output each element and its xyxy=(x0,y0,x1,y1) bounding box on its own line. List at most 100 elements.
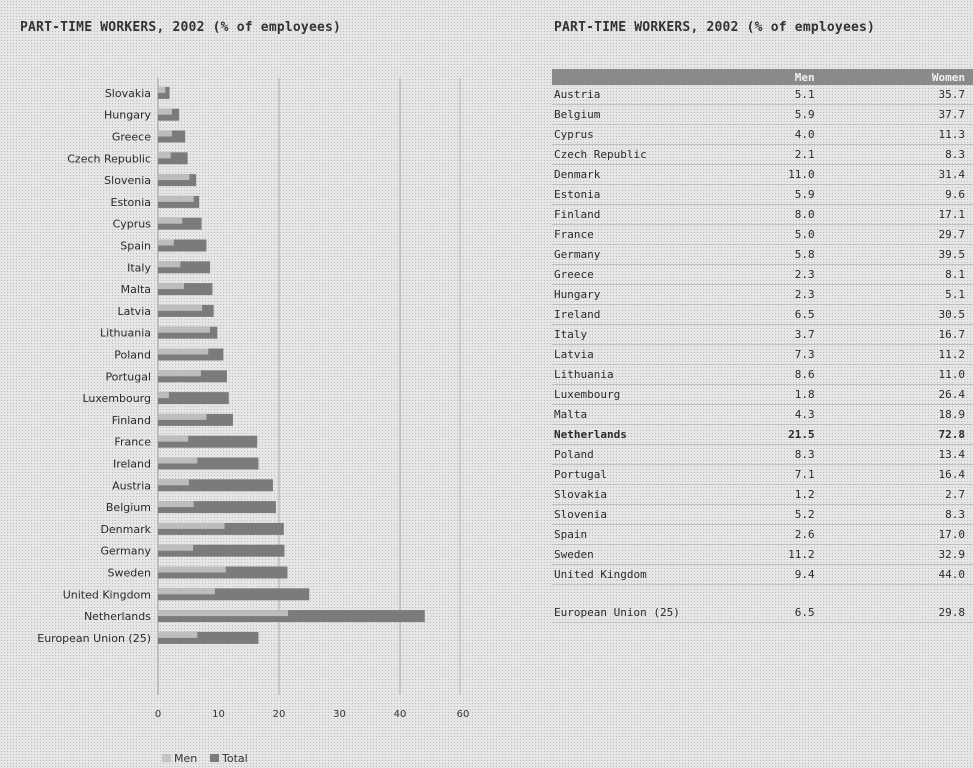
table-cell-men: 2.3 xyxy=(702,264,823,285)
bar-men xyxy=(158,522,225,529)
table-cell-country: Ireland xyxy=(552,304,703,325)
table-row: Latvia 7.3 11.2 xyxy=(552,344,973,365)
table-cell-women: 2.7 xyxy=(822,484,973,505)
category-label: Sweden xyxy=(108,567,151,580)
table-row: Germany 5.8 39.5 xyxy=(552,244,973,265)
table-row: Cyprus 4.0 11.3 xyxy=(552,124,973,145)
category-label: Lithuania xyxy=(100,327,151,340)
table-cell-country: Sweden xyxy=(552,544,703,565)
table-cell-country: Slovenia xyxy=(552,504,703,525)
table-row: Slovakia 1.2 2.7 xyxy=(552,484,973,505)
table-cell-country: Portugal xyxy=(552,464,703,485)
table-cell-women: 16.4 xyxy=(822,464,973,485)
table-cell-men: 6.5 xyxy=(702,603,823,623)
bar-men xyxy=(158,195,194,202)
table-cell-country: Luxembourg xyxy=(552,384,703,405)
table-cell-women: 32.9 xyxy=(822,544,973,565)
table-cell-country: Estonia xyxy=(552,184,703,205)
category-label: Germany xyxy=(100,545,151,558)
table-row: Ireland 6.5 30.5 xyxy=(552,304,973,325)
table-row: Netherlands 21.5 72.8 xyxy=(552,424,973,445)
bar-men xyxy=(158,152,171,159)
table-cell-country: United Kingdom xyxy=(552,564,703,585)
table-cell-women: 17.0 xyxy=(822,524,973,545)
category-label: Malta xyxy=(121,283,151,296)
category-label: Belgium xyxy=(106,501,151,514)
x-tick-label: 0 xyxy=(155,709,161,720)
table-cell-women: 30.5 xyxy=(822,304,973,325)
bar-men xyxy=(158,370,201,377)
table-cell-women: 11.2 xyxy=(822,344,973,365)
table-cell-men: 6.5 xyxy=(702,304,823,325)
table-row: Austria 5.1 35.7 xyxy=(552,85,973,105)
table-cell-country: Italy xyxy=(552,324,703,345)
table-cell-women: 16.7 xyxy=(822,324,973,345)
table-title: PART-TIME WORKERS, 2002 (% of employees) xyxy=(554,20,876,35)
category-label: Spain xyxy=(120,240,151,253)
table-cell-country: Cyprus xyxy=(552,124,703,145)
table-cell-women: 11.3 xyxy=(822,124,973,145)
category-label: Poland xyxy=(114,349,151,362)
table-cell-country: France xyxy=(552,224,703,245)
bar-men xyxy=(158,348,209,355)
table-cell-country: Lithuania xyxy=(552,364,703,385)
table-cell-country: Greece xyxy=(552,264,703,285)
table-cell-men: 3.7 xyxy=(702,324,823,345)
table-row: United Kingdom 9.4 44.0 xyxy=(552,564,973,585)
bar-total xyxy=(158,501,276,514)
table-cell-country: Hungary xyxy=(552,284,703,305)
category-label: France xyxy=(114,436,151,449)
table-cell-men: 8.3 xyxy=(702,444,823,465)
legend-swatch-men xyxy=(162,754,171,762)
table-cell-women: 35.7 xyxy=(822,85,973,105)
category-label: Netherlands xyxy=(84,610,151,623)
category-label: Latvia xyxy=(118,305,152,318)
bar-chart: Slovakia Hungary Greece Czech Republic Slove… xyxy=(37,78,470,765)
table-cell-women: 18.9 xyxy=(822,404,973,425)
table-spacer-row xyxy=(552,585,973,604)
bar-men xyxy=(158,631,198,638)
table-cell-men: 9.4 xyxy=(702,564,823,585)
table-cell-country: Malta xyxy=(552,404,703,425)
table-row-eu: European Union (25) 6.5 29.8 xyxy=(552,603,973,623)
table-row: France 5.0 29.7 xyxy=(552,224,973,245)
table-cell-men: 21.5 xyxy=(702,424,823,445)
table-cell-men: 11.0 xyxy=(702,164,823,185)
table-row: Luxembourg 1.8 26.4 xyxy=(552,384,973,405)
table-row: Hungary 2.3 5.1 xyxy=(552,284,973,305)
table-cell-women: 8.1 xyxy=(822,264,973,285)
x-tick-label: 40 xyxy=(394,709,407,720)
table-cell-women: 8.3 xyxy=(822,144,973,165)
x-tick-label: 60 xyxy=(457,709,470,720)
table-cell-country: Slovakia xyxy=(552,484,703,505)
table-cell-country: Belgium xyxy=(552,104,703,125)
bar-men xyxy=(158,130,172,137)
legend-label-total: Total xyxy=(221,752,248,765)
bar-men xyxy=(158,588,215,595)
bar-men xyxy=(158,261,181,268)
table-row: Poland 8.3 13.4 xyxy=(552,444,973,465)
table-cell-men: 8.6 xyxy=(702,364,823,385)
table-row: Lithuania 8.6 11.0 xyxy=(552,364,973,385)
legend-swatch-total xyxy=(210,754,219,762)
table-cell-country: Denmark xyxy=(552,164,703,185)
table-row: Finland 8.0 17.1 xyxy=(552,204,973,225)
bar-men xyxy=(158,566,226,573)
table-cell-women: 8.3 xyxy=(822,504,973,525)
header-men: Men xyxy=(702,69,823,85)
table-cell-men: 5.2 xyxy=(702,504,823,525)
table-cell-women: 29.8 xyxy=(822,603,973,623)
category-label: Portugal xyxy=(105,370,151,383)
table-cell-men: 7.1 xyxy=(702,464,823,485)
bar-men xyxy=(158,457,198,464)
table-row: Greece 2.3 8.1 xyxy=(552,264,973,285)
table-cell-women: 31.4 xyxy=(822,164,973,185)
table-cell-country: Czech Republic xyxy=(552,144,703,165)
table-cell-men: 11.2 xyxy=(702,544,823,565)
bar-men xyxy=(158,413,207,420)
table-cell-men: 5.9 xyxy=(702,104,823,125)
legend-label-men: Men xyxy=(174,752,197,765)
bar-men xyxy=(158,217,183,224)
table-row: Portugal 7.1 16.4 xyxy=(552,464,973,485)
category-label: Estonia xyxy=(111,196,152,209)
